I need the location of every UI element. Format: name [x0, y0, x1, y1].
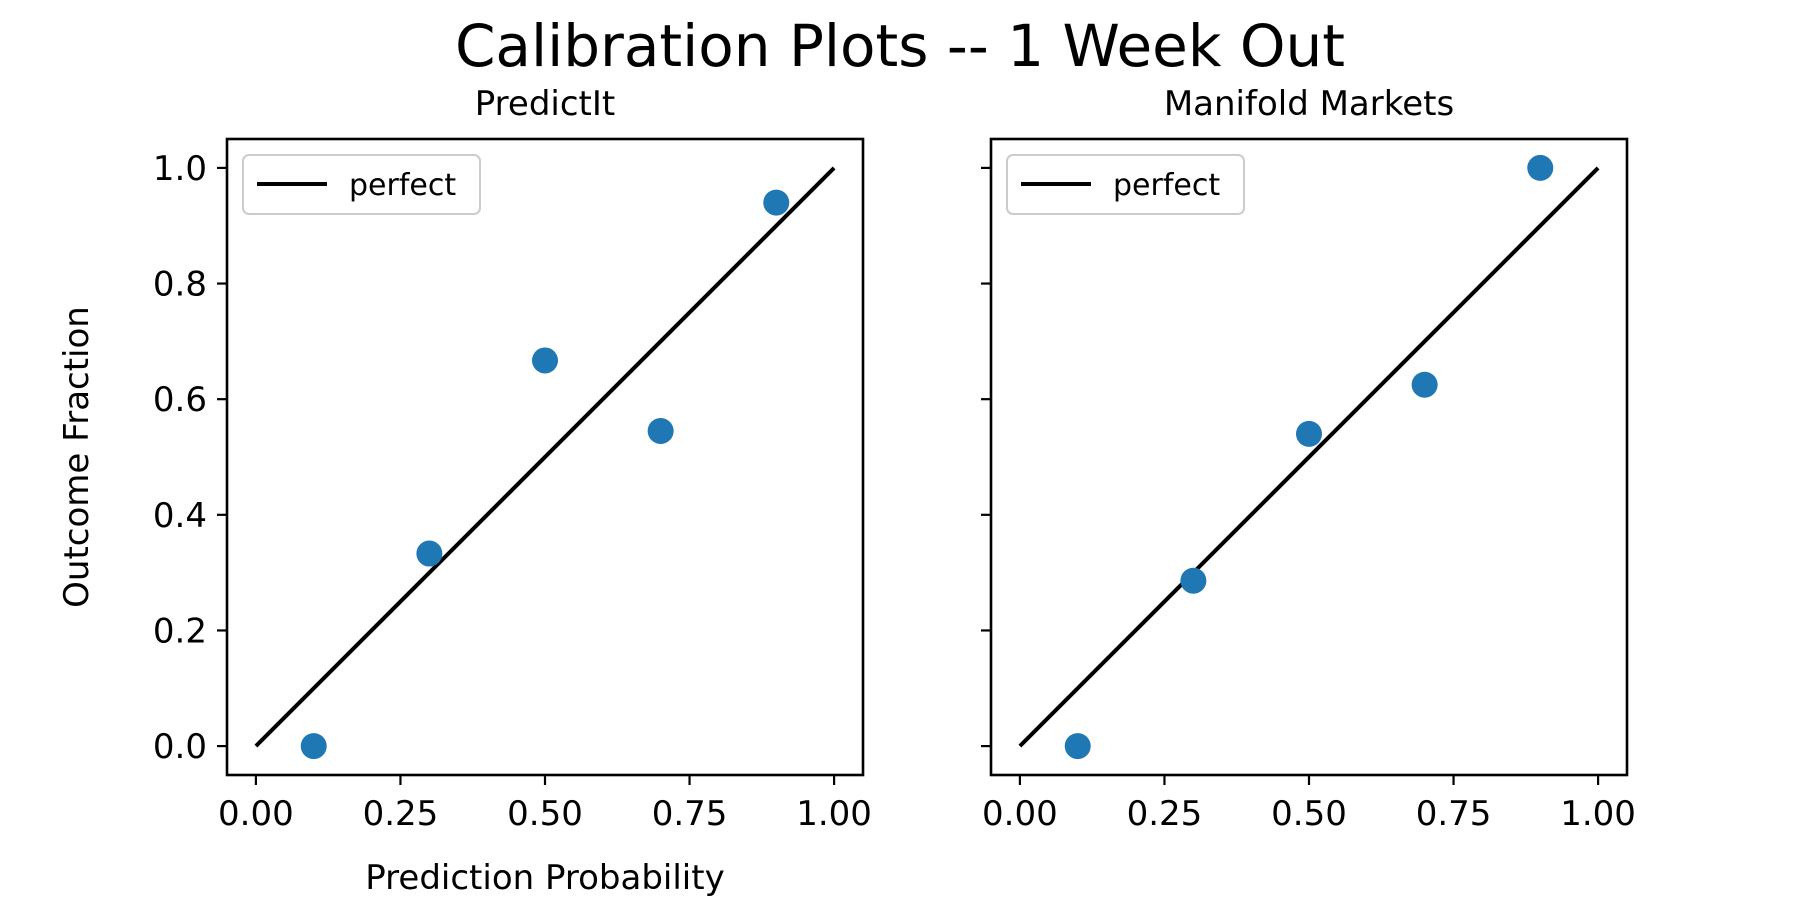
panel-1: PredictIt 0.00 0.25 0.50 0.75 1.00 0.0 0.2 0.4 0.…: [57, 84, 872, 898]
y-tick-label: 0.4: [153, 496, 207, 536]
panel-title: PredictIt: [475, 84, 615, 124]
x-tick-label: 0.25: [1127, 794, 1203, 834]
y-tick-label: 0.0: [153, 727, 207, 767]
y-tick-label: 1.0: [153, 149, 207, 189]
data-point: [416, 540, 443, 567]
y-tick-label: 0.2: [153, 611, 207, 651]
data-point: [300, 733, 327, 760]
x-tick-label: 0.75: [1416, 794, 1492, 834]
panel-title: Manifold Markets: [1164, 84, 1454, 124]
data-point: [763, 189, 790, 216]
data-point: [1180, 567, 1207, 594]
data-point: [647, 417, 674, 444]
perfect-line: [254, 166, 836, 748]
panel-2: Manifold Markets 0.00 0.25 0.50 0.75 1.00 perf…: [981, 84, 1636, 834]
legend-label: perfect: [1113, 168, 1220, 203]
perfect-line: [1018, 166, 1600, 748]
legend-box: [1006, 154, 1245, 215]
y-tick-label: 0.8: [153, 265, 207, 305]
x-tick-label: 0.25: [363, 794, 439, 834]
data-point: [532, 347, 558, 374]
x-tick-label: 1.00: [796, 794, 872, 834]
x-tick-label: 0.50: [507, 794, 583, 834]
legend: perfect: [1006, 154, 1245, 215]
legend-label: perfect: [349, 168, 456, 203]
x-tick-label: 1.00: [1560, 794, 1636, 834]
data-point: [1527, 154, 1554, 181]
x-tick-label: 0.00: [218, 794, 294, 834]
y-tick-label: 0.6: [153, 380, 207, 420]
data-point: [1296, 420, 1322, 447]
legend: perfect: [242, 154, 481, 215]
x-axis-label: Prediction Probability: [365, 858, 724, 898]
x-tick-label: 0.50: [1271, 794, 1347, 834]
data-point: [1064, 733, 1091, 760]
figure-title: Calibration Plots -- 1 Week Out: [455, 12, 1345, 80]
x-tick-label: 0.75: [652, 794, 728, 834]
y-axis-label: Outcome Fraction: [57, 306, 97, 608]
x-tick-label: 0.00: [982, 794, 1058, 834]
data-point: [1411, 371, 1438, 398]
legend-box: [242, 154, 481, 215]
